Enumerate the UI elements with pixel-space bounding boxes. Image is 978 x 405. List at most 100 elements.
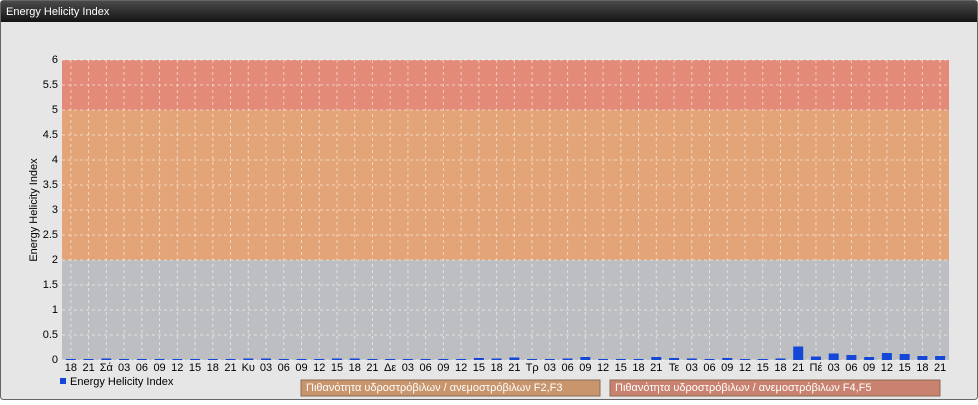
bar	[385, 359, 396, 360]
y-tick-label: 3	[52, 204, 58, 216]
bar	[473, 358, 484, 360]
legend-band-label: Πιθανότητα υδροστρόβιλων / ανεμοστρόβιλω…	[615, 382, 872, 394]
x-tick-label: 21	[650, 362, 662, 374]
bar	[686, 358, 697, 360]
x-tick-label: Κυ	[242, 362, 255, 374]
x-tick-label: 09	[295, 362, 307, 374]
x-tick-label: 03	[118, 362, 130, 374]
x-tick-label: 12	[171, 362, 183, 374]
bar	[615, 359, 626, 360]
bar	[65, 359, 76, 360]
x-tick-label: 06	[136, 362, 148, 374]
bar	[172, 359, 183, 360]
x-tick-label: 18	[65, 362, 77, 374]
bar	[562, 358, 573, 360]
bar	[580, 357, 591, 360]
legend-band-box	[609, 379, 941, 397]
x-tick-label: 09	[721, 362, 733, 374]
x-tick-label: Τρ	[526, 362, 539, 374]
bar	[349, 358, 360, 360]
x-tick-label: 12	[313, 362, 325, 374]
y-tick-label: 0.5	[43, 329, 58, 341]
bar	[491, 358, 502, 360]
x-tick-label: 15	[757, 362, 769, 374]
x-tick-label: 15	[473, 362, 485, 374]
y-tick-label: 2	[52, 254, 58, 266]
legend-band-label: Πιθανότητα υδροστρόβιλων / ανεμοστρόβιλω…	[306, 382, 563, 394]
bar	[154, 359, 165, 360]
bar	[793, 346, 804, 360]
x-tick-label: 09	[579, 362, 591, 374]
bar	[598, 359, 609, 360]
bar	[846, 355, 857, 360]
bar	[207, 359, 218, 360]
x-tick-label: Τε	[669, 362, 680, 374]
x-tick-label: 15	[899, 362, 911, 374]
bar	[651, 357, 662, 360]
x-tick-label: 03	[828, 362, 840, 374]
bar	[438, 359, 449, 360]
x-tick-label: Δε	[384, 362, 396, 374]
x-tick-label: 06	[278, 362, 290, 374]
bar	[739, 359, 750, 360]
bar	[225, 359, 236, 360]
x-tick-label: 18	[774, 362, 786, 374]
bar	[527, 359, 538, 360]
bar	[420, 359, 431, 360]
bar	[509, 357, 520, 360]
y-tick-label: 3.5	[43, 179, 58, 191]
bar	[278, 359, 289, 360]
bar	[935, 356, 946, 360]
bar	[136, 359, 147, 360]
x-tick-label: 18	[207, 362, 219, 374]
x-tick-label: Σά	[100, 362, 114, 374]
bar	[810, 356, 821, 360]
bar	[633, 359, 644, 360]
y-tick-label: 4.5	[43, 129, 58, 141]
bar	[704, 359, 715, 360]
x-tick-label: 06	[845, 362, 857, 374]
y-axis-title: Energy Helicity Index	[28, 158, 40, 262]
bar	[899, 354, 910, 360]
bar	[331, 358, 342, 360]
x-tick-label: 09	[863, 362, 875, 374]
x-tick-label: 03	[402, 362, 414, 374]
x-tick-label: 18	[632, 362, 644, 374]
y-tick-label: 1	[52, 304, 58, 316]
bar	[917, 356, 928, 360]
bar	[881, 353, 892, 360]
y-tick-label: 4	[52, 154, 58, 166]
bar	[669, 358, 680, 360]
x-tick-label: 12	[455, 362, 467, 374]
x-tick-label: 09	[437, 362, 449, 374]
bar	[119, 359, 130, 360]
x-tick-label: 03	[544, 362, 556, 374]
x-tick-label: 06	[703, 362, 715, 374]
x-tick-label: 18	[916, 362, 928, 374]
bar	[83, 359, 94, 360]
legend-swatch	[60, 378, 66, 384]
x-tick-label: 09	[153, 362, 165, 374]
x-tick-label: 21	[82, 362, 94, 374]
x-tick-label: 03	[686, 362, 698, 374]
title-bar	[1, 1, 977, 22]
bar	[402, 359, 413, 360]
x-tick-label: 18	[491, 362, 503, 374]
legend-band-box	[300, 379, 601, 397]
x-tick-label: 06	[420, 362, 432, 374]
bar	[456, 359, 467, 360]
x-tick-label: 18	[349, 362, 361, 374]
legend-label: Energy Helicity Index	[70, 376, 174, 388]
x-tick-label: 21	[366, 362, 378, 374]
bar	[775, 358, 786, 360]
bar	[261, 358, 272, 360]
x-tick-label: 15	[615, 362, 627, 374]
x-tick-label: 21	[792, 362, 804, 374]
bar	[243, 358, 254, 360]
x-tick-label: 06	[561, 362, 573, 374]
x-tick-label: 21	[934, 362, 946, 374]
x-tick-label: Πέ	[810, 362, 823, 374]
bar	[314, 359, 325, 360]
bar	[544, 359, 555, 360]
